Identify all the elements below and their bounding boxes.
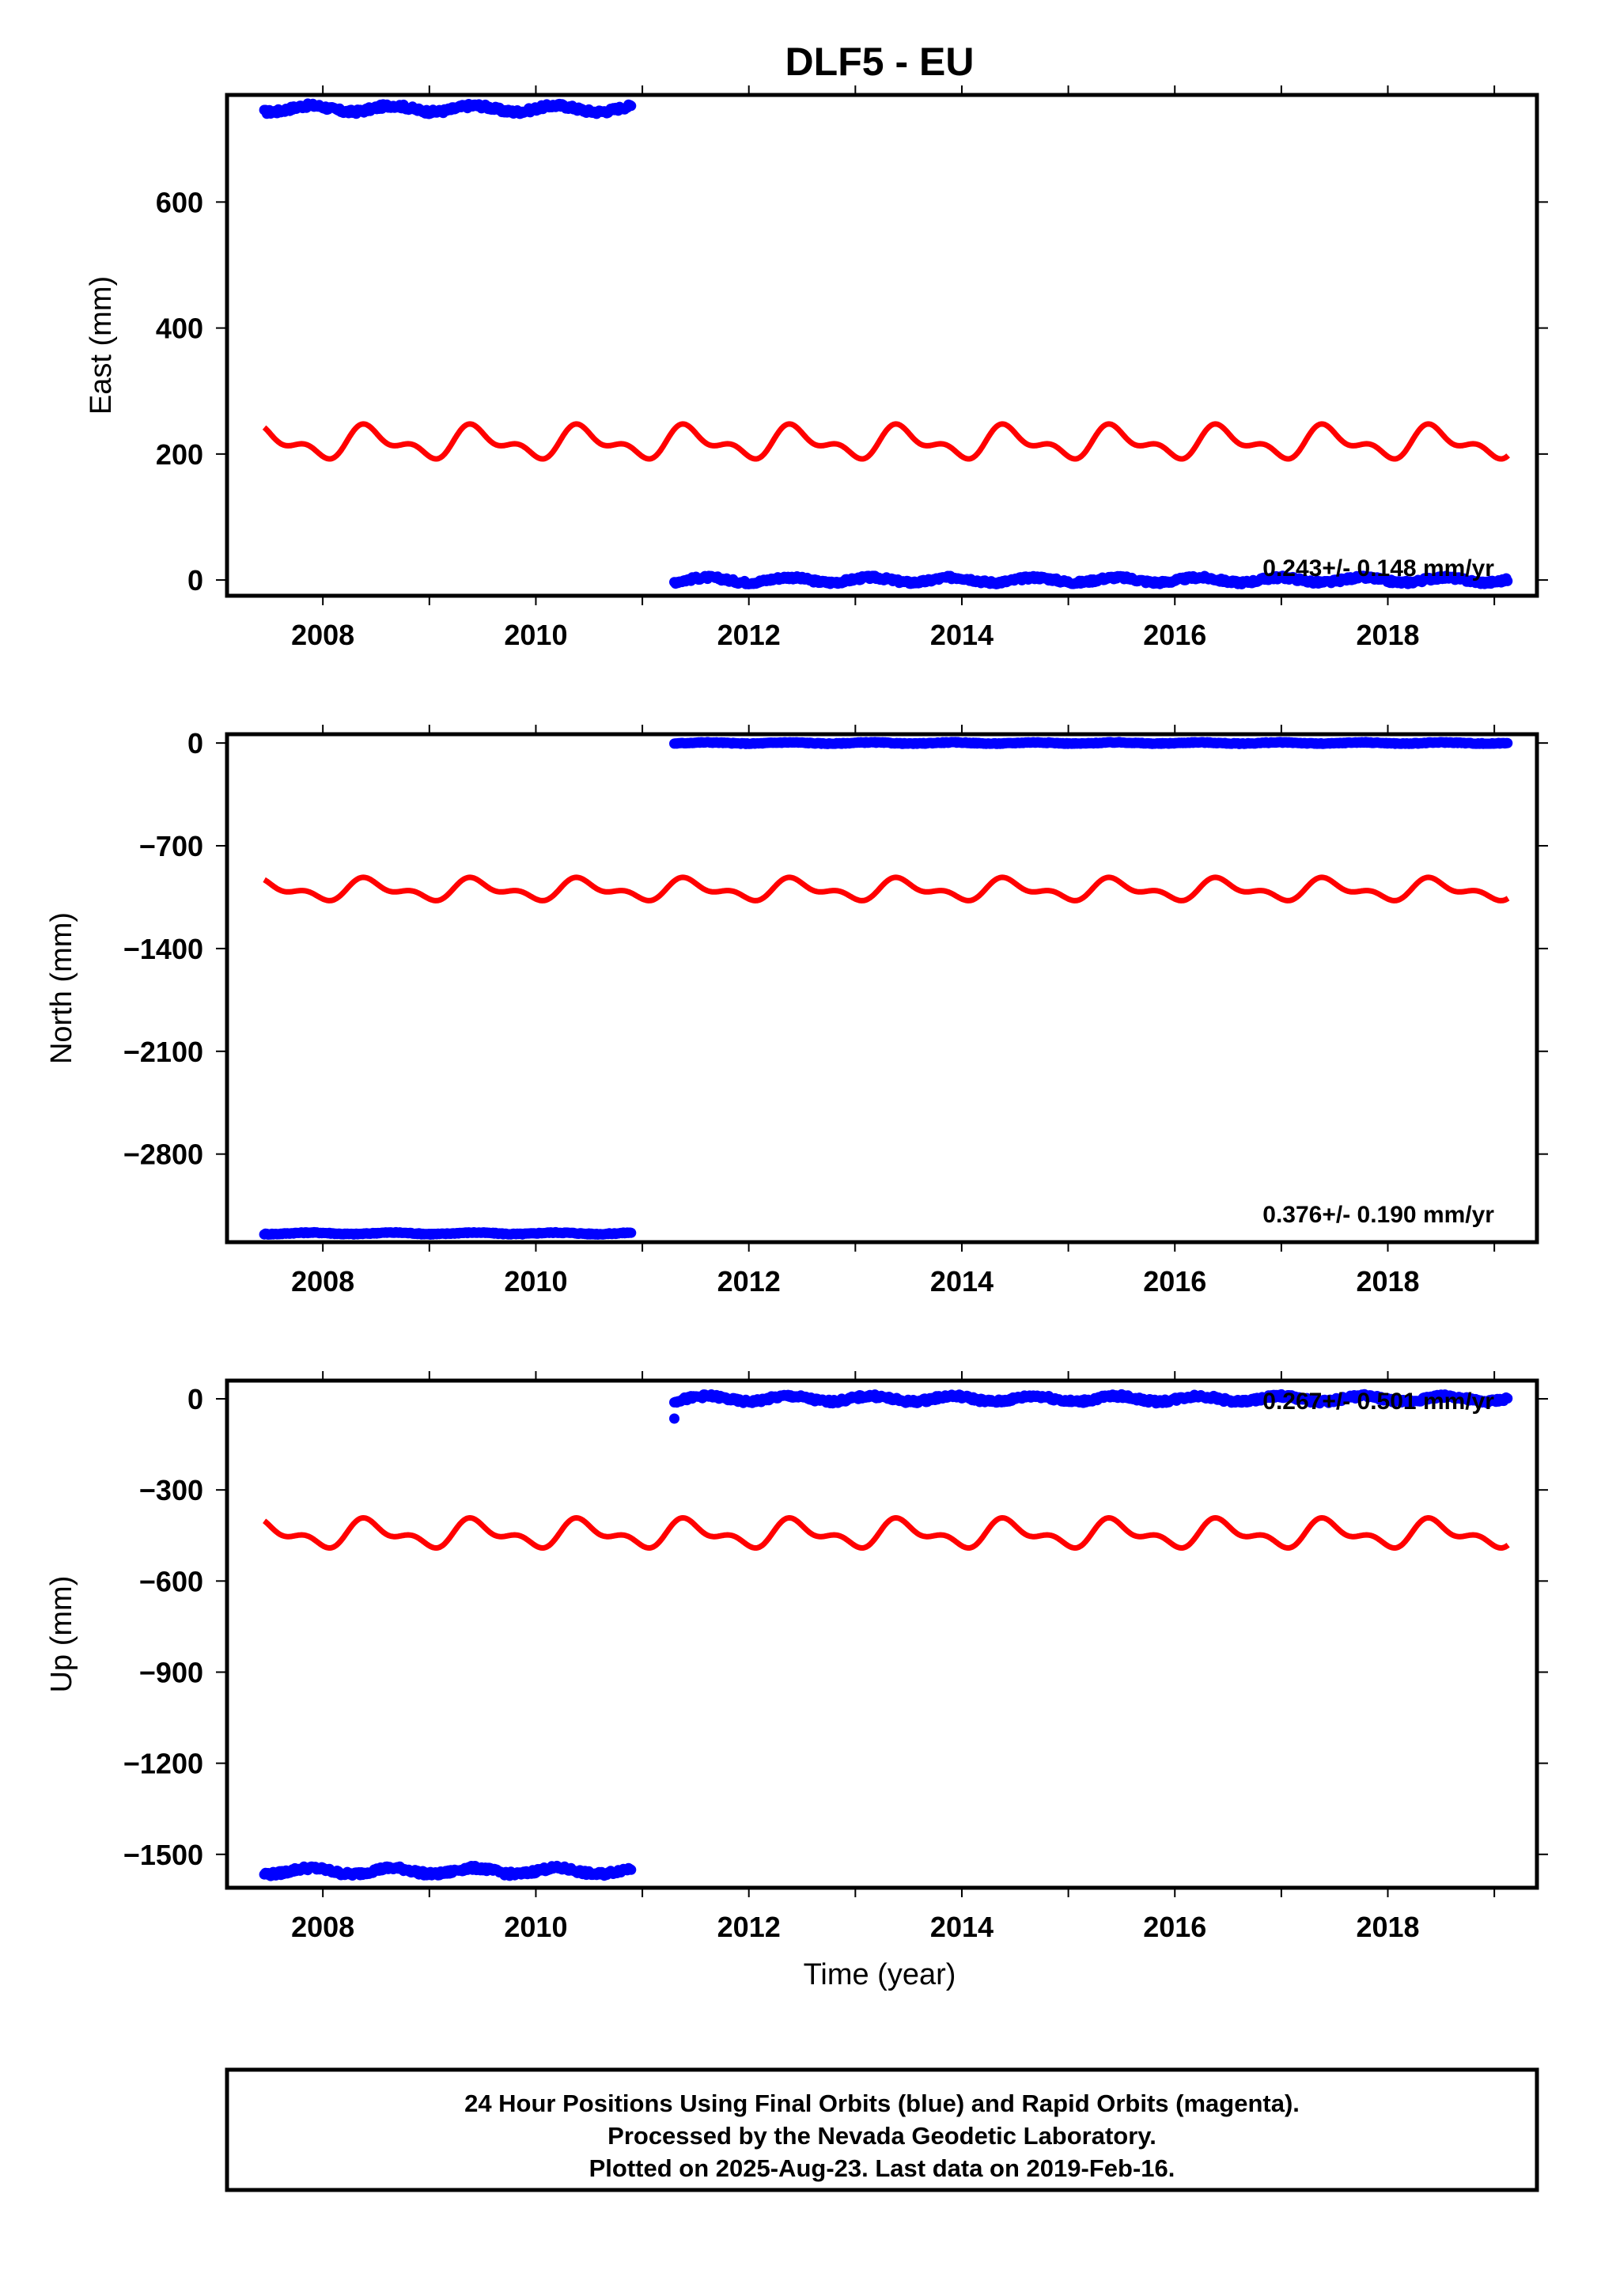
y-tick-label: −2100 [123,1036,203,1068]
x-tick-label: 2018 [1356,1911,1419,1943]
y-axis-label: North (mm) [45,912,78,1064]
footer-line-1: 24 Hour Positions Using Final Orbits (bl… [464,2090,1300,2117]
footer-frame [225,2067,1539,2192]
data-point [1502,1393,1513,1404]
plot-frame [225,93,1539,598]
x-tick-label: 2016 [1143,619,1206,651]
final-orbit-points-north [259,737,1513,1240]
rapid-orbit-model-line-east [262,421,1510,462]
data-point [626,100,637,112]
y-tick-label: 200 [156,438,203,471]
y-tick-label: −700 [139,830,203,862]
outlier-point [669,1413,679,1424]
x-tick-label: 2012 [717,1265,781,1298]
data-point [626,1864,637,1875]
panel-up: 2008 2010 2012 2014 2016 2018 0 −300 −600 −900 −12… [45,1371,1548,1943]
y-tick-label: 0 [187,1383,203,1415]
y-tick-label: −300 [139,1474,203,1506]
footer-line-3: Plotted on 2025-Aug-23. Last data on 201… [589,2154,1175,2182]
x-tick-label: 2018 [1356,619,1419,651]
velocity-annotation: 0.267+/- 0.501 mm/yr [1262,1389,1494,1415]
x-tick-label: 2016 [1143,1911,1206,1943]
rapid-orbit-model-line-up [263,1515,1510,1551]
y-axis-label: East (mm) [85,276,118,415]
plot-frame [225,732,1539,1245]
chart-title: DLF5 - EU [785,40,975,84]
panel-north: 2008 2010 2012 2014 2016 2018 0 −700 −1400 −2100 −… [45,725,1548,1298]
y-tick-label: −1200 [123,1748,203,1780]
rapid-orbit-model-line-north [263,874,1510,904]
y-tick-label: −2800 [123,1139,203,1171]
y-axis-label: Up (mm) [45,1576,78,1693]
footer-box: 24 Hour Positions Using Final Orbits (bl… [225,2067,1539,2192]
x-tick-label: 2014 [930,1265,994,1298]
panels: 2008 2010 2012 2014 2016 2018 0 200 400 600 East (… [45,85,1548,1943]
panel-east: 2008 2010 2012 2014 2016 2018 0 200 400 600 East (… [85,85,1548,651]
final-orbit-points-east [259,98,1513,589]
x-tick-label: 2018 [1356,1265,1419,1298]
plot-frame [225,1378,1539,1890]
y-tick-label: −1400 [123,933,203,965]
velocity-annotation: 0.243+/- 0.148 mm/yr [1262,555,1494,582]
final-orbit-points-up [259,1389,1513,1881]
x-tick-label: 2008 [291,1265,354,1298]
x-axis-label: Time (year) [804,1958,956,1991]
x-tick-label: 2012 [717,1911,781,1943]
velocity-annotation: 0.376+/- 0.190 mm/yr [1262,1202,1494,1228]
data-point [626,1227,637,1238]
x-tick-label: 2010 [504,1265,567,1298]
y-tick-label: −1500 [123,1839,203,1871]
y-tick-label: 400 [156,313,203,345]
footer-line-2: Processed by the Nevada Geodetic Laborat… [607,2122,1156,2150]
x-tick-label: 2014 [930,619,994,651]
x-tick-label: 2010 [504,1911,567,1943]
x-tick-label: 2014 [930,1911,994,1943]
x-tick-label: 2008 [291,619,354,651]
y-tick-label: −600 [139,1565,203,1597]
data-point [1502,575,1513,586]
data-point [1502,737,1513,748]
y-tick-label: 0 [187,727,203,760]
y-tick-label: 0 [187,564,203,597]
y-tick-label: 600 [156,186,203,218]
x-tick-label: 2010 [504,619,567,651]
x-tick-label: 2012 [717,619,781,651]
y-tick-label: −900 [139,1656,203,1688]
x-tick-label: 2008 [291,1911,354,1943]
x-tick-label: 2016 [1143,1265,1206,1298]
